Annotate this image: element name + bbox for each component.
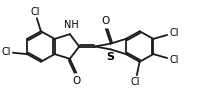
Text: Cl: Cl	[1, 47, 11, 57]
Text: Cl: Cl	[169, 55, 179, 65]
Text: S: S	[107, 52, 115, 62]
Text: Cl: Cl	[131, 77, 140, 87]
Text: O: O	[102, 16, 110, 26]
Text: O: O	[73, 76, 81, 86]
Text: NH: NH	[64, 20, 79, 30]
Text: Cl: Cl	[169, 28, 179, 38]
Text: Cl: Cl	[30, 7, 40, 17]
